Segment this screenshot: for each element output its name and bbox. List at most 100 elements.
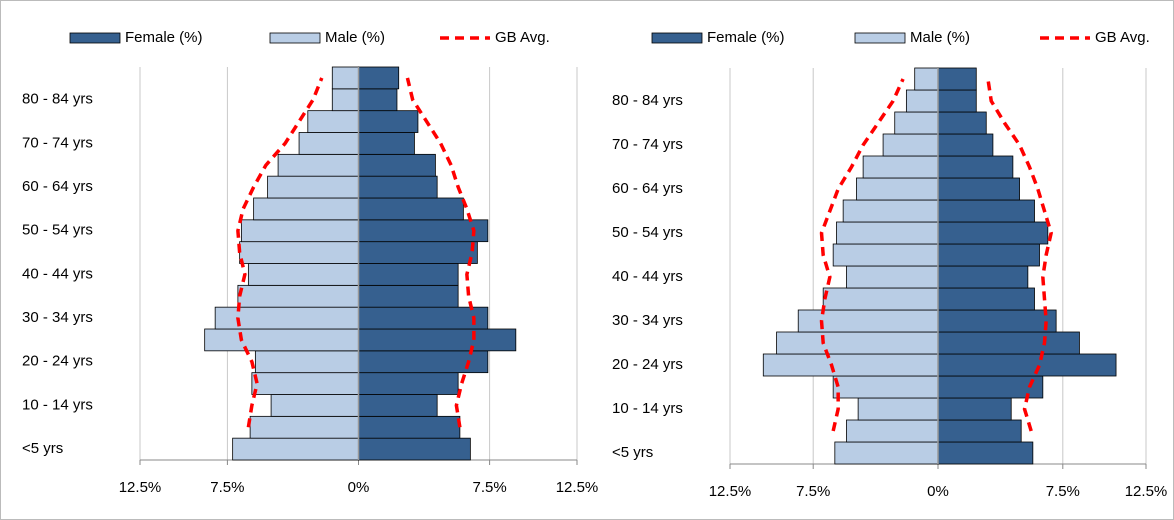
bar: [253, 197, 359, 221]
bar: [882, 133, 939, 157]
category-label: 60 - 64 yrs: [612, 180, 683, 197]
bar: [358, 306, 489, 330]
bar: [251, 372, 359, 395]
bar: [247, 263, 359, 286]
x-tick-label: 12.5%: [709, 483, 752, 500]
bar: [937, 221, 1049, 245]
x-tick-label: 0%: [348, 479, 370, 496]
bar: [298, 132, 359, 155]
bar: [822, 287, 939, 311]
category-label: 20 - 24 yrs: [22, 353, 93, 370]
category-label: <5 yrs: [612, 444, 653, 461]
x-tick-label: 12.5%: [1125, 483, 1168, 500]
category-label: 70 - 74 yrs: [22, 134, 93, 151]
category-label: 30 - 34 yrs: [612, 312, 683, 329]
bar: [762, 353, 939, 377]
x-tick-label: 7.5%: [210, 479, 244, 496]
bar: [358, 132, 415, 155]
category-label: 40 - 44 yrs: [612, 268, 683, 285]
legend-label: GB Avg.: [1095, 29, 1150, 46]
gb-avg-line: [819, 78, 905, 432]
bar: [254, 350, 359, 374]
bar: [358, 219, 489, 243]
bar: [937, 353, 1117, 377]
bar: [358, 284, 459, 308]
x-tick-label: 12.5%: [119, 479, 162, 496]
bar: [776, 331, 939, 355]
bar: [358, 66, 400, 90]
legend-swatch: [651, 32, 703, 44]
bar: [358, 328, 517, 352]
bar: [937, 397, 1012, 421]
bar: [937, 177, 1020, 201]
bar: [358, 241, 478, 264]
legend-label: Female (%): [707, 29, 785, 46]
bar: [358, 263, 459, 286]
bar: [358, 415, 461, 439]
bar: [842, 199, 939, 223]
bar: [905, 89, 939, 113]
bar: [937, 111, 987, 135]
x-tick-label: 7.5%: [796, 483, 830, 500]
legend-label: Male (%): [325, 29, 385, 46]
bar: [832, 243, 939, 267]
bar: [894, 111, 939, 135]
bar: [358, 88, 398, 112]
bar: [277, 153, 359, 177]
bar: [937, 419, 1022, 443]
bar: [937, 133, 994, 157]
bar: [937, 199, 1035, 223]
bar: [914, 67, 939, 91]
bar: [856, 177, 939, 201]
bar: [862, 155, 939, 179]
legend-swatch: [269, 32, 321, 44]
bar: [204, 328, 359, 352]
bar: [358, 197, 464, 221]
gb-avg-line: [236, 77, 324, 428]
legend-label: GB Avg.: [495, 29, 550, 46]
bar: [232, 437, 359, 461]
x-tick-label: 7.5%: [472, 479, 506, 496]
bar: [937, 265, 1029, 289]
bar: [358, 437, 471, 461]
bar: [846, 419, 939, 443]
bar: [937, 243, 1040, 267]
legend-swatch: [854, 32, 906, 44]
bar: [937, 287, 1035, 311]
bar: [937, 441, 1034, 465]
legend-label: Male (%): [910, 29, 970, 46]
bar: [937, 331, 1080, 355]
category-label: 80 - 84 yrs: [612, 92, 683, 109]
bar: [249, 415, 359, 439]
gb-avg-line: [986, 78, 1053, 432]
category-label: 20 - 24 yrs: [612, 356, 683, 373]
x-tick-label: 12.5%: [556, 479, 599, 496]
category-label: 10 - 14 yrs: [22, 396, 93, 413]
x-tick-label: 0%: [927, 483, 949, 500]
bar: [832, 375, 939, 399]
bar: [331, 88, 359, 112]
x-tick-label: 7.5%: [1046, 483, 1080, 500]
legend-swatch: [69, 32, 121, 44]
bar: [358, 394, 438, 417]
bar: [797, 309, 939, 333]
bar: [331, 66, 359, 90]
category-label: 50 - 54 yrs: [612, 224, 683, 241]
bar: [358, 153, 436, 177]
bar: [836, 221, 939, 245]
bar: [937, 89, 977, 113]
category-label: 60 - 64 yrs: [22, 178, 93, 195]
gb-avg-line: [405, 77, 476, 428]
bar: [937, 155, 1014, 179]
bar: [237, 284, 359, 308]
bar: [239, 241, 359, 264]
bar: [937, 67, 977, 91]
bar: [270, 394, 359, 417]
bar: [240, 219, 359, 243]
bar: [358, 110, 419, 133]
bar: [267, 175, 359, 199]
bar: [358, 372, 459, 395]
category-label: <5 yrs: [22, 440, 63, 457]
category-label: 70 - 74 yrs: [612, 136, 683, 153]
